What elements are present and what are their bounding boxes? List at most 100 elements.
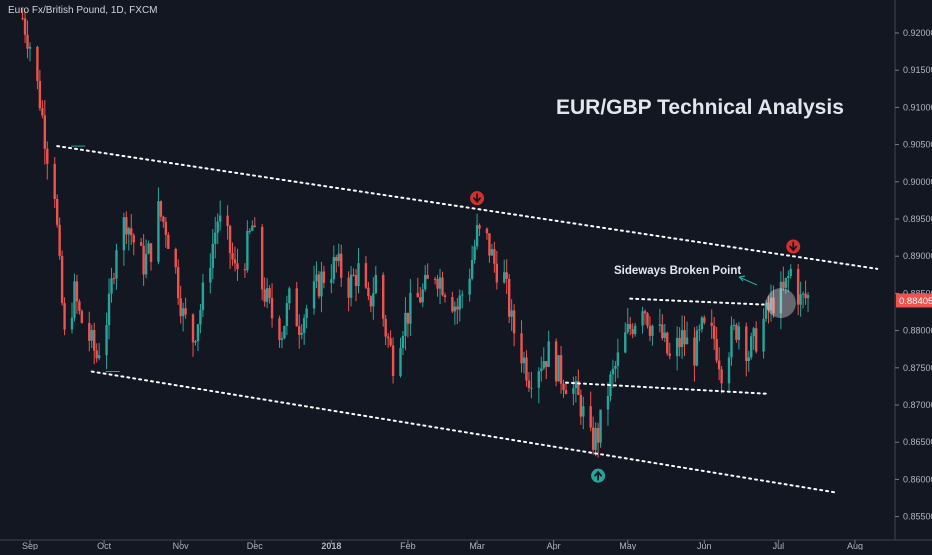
candle-body <box>478 225 481 229</box>
price-tick-label: 0.85500 <box>903 512 932 522</box>
candle-body <box>374 274 377 294</box>
candle-body <box>752 328 755 337</box>
candle-body <box>666 332 669 354</box>
candle-body <box>75 281 79 302</box>
candle-body <box>73 281 76 318</box>
candle-body <box>36 46 39 82</box>
candle-body <box>720 369 723 384</box>
candle-body <box>419 297 422 303</box>
candle-body <box>663 332 666 338</box>
candle-body <box>730 325 733 358</box>
trendline-range-bottom[interactable] <box>564 381 770 395</box>
candle-body <box>216 221 219 233</box>
candle-body <box>26 34 29 49</box>
candle-body <box>727 357 731 384</box>
candle-body <box>95 350 98 359</box>
candle-body <box>735 324 738 340</box>
trendline-range-top[interactable] <box>629 297 765 306</box>
candle-body <box>796 268 800 305</box>
sell-signal-icon[interactable] <box>470 191 485 206</box>
candle-body <box>322 271 326 284</box>
candle-body <box>438 277 442 289</box>
candle-body <box>762 318 765 352</box>
candle-body <box>594 427 597 450</box>
time-tick-label: Aug <box>847 541 863 550</box>
candle-body <box>55 198 59 225</box>
candle-body <box>21 18 24 20</box>
candle-body <box>401 336 405 348</box>
candle-body <box>46 148 49 164</box>
trendline-lower-channel[interactable] <box>90 370 839 494</box>
candle-body <box>211 243 214 269</box>
candle-body <box>527 380 531 389</box>
candle-body <box>559 355 563 384</box>
candle-body <box>298 326 301 335</box>
candle-body <box>416 292 419 298</box>
candle-body <box>668 353 671 357</box>
candle-body <box>347 277 350 298</box>
candle-body <box>330 279 333 284</box>
candle-body <box>611 368 615 375</box>
candle-body <box>88 322 91 341</box>
candle-body <box>231 253 234 260</box>
time-tick-label: Apr <box>547 541 561 550</box>
candle-body <box>433 278 437 280</box>
candle-body <box>93 330 96 351</box>
candle-body <box>421 289 424 303</box>
sell-signal-icon[interactable] <box>786 239 801 254</box>
candle-body <box>389 338 392 346</box>
candle-body <box>703 317 706 323</box>
candle-body <box>372 293 375 307</box>
candle-body <box>651 325 654 336</box>
candle-body <box>302 318 306 333</box>
candle-body <box>485 228 489 234</box>
candle-body <box>226 215 229 227</box>
candle-body <box>364 263 368 288</box>
candle-body <box>399 347 402 376</box>
markers-layer <box>470 191 801 483</box>
candle-body <box>488 233 491 256</box>
candle-body <box>191 314 195 343</box>
candle-body <box>698 329 701 331</box>
candle-body <box>312 281 316 309</box>
candle-body <box>181 308 185 317</box>
candle-body <box>537 371 541 388</box>
candle-body <box>53 163 56 199</box>
candle-body <box>60 255 64 304</box>
candle-body <box>732 324 736 326</box>
candle-body <box>750 336 753 358</box>
candle-body <box>147 243 150 254</box>
candle-body <box>157 201 160 262</box>
candle-body <box>493 249 496 264</box>
candle-body <box>209 268 212 283</box>
candle-body <box>265 288 269 302</box>
candle-body <box>201 282 205 311</box>
candle-body <box>164 221 168 235</box>
candle-body <box>715 338 718 361</box>
candle-body <box>522 357 526 364</box>
trendline-upper-channel[interactable] <box>56 145 879 270</box>
last-price-tag <box>896 293 932 308</box>
candle-body <box>557 355 560 382</box>
candle-body <box>424 274 427 290</box>
candle-body <box>784 278 788 288</box>
candle-body <box>641 311 644 326</box>
candle-body <box>443 295 447 298</box>
candle-body <box>305 308 308 319</box>
candle-body <box>199 310 202 325</box>
candle-body <box>685 337 689 345</box>
candle-body <box>782 281 785 288</box>
candle-body <box>179 298 182 317</box>
candle-body <box>475 225 479 247</box>
candle-body <box>337 253 340 261</box>
candle-body <box>236 263 239 270</box>
candle-body <box>283 325 286 339</box>
buy-signal-icon[interactable] <box>591 468 606 483</box>
candle-body <box>754 328 758 352</box>
